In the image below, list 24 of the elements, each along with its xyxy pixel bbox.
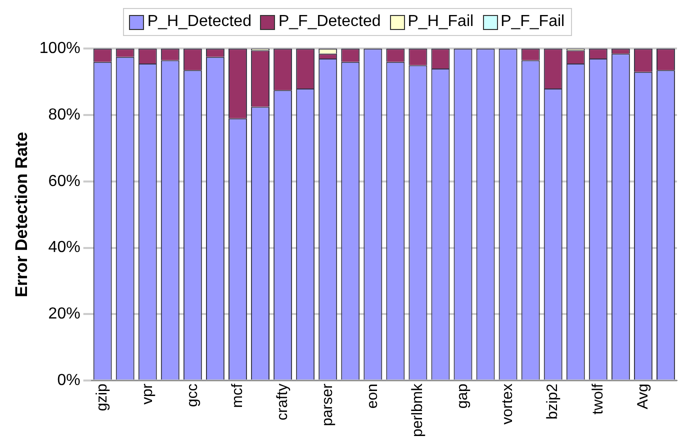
legend-label: P_F_Fail [500,13,565,31]
y-tick-label: 40% [48,239,80,256]
x-tick-label: vortex [499,383,516,425]
y-tick-label: 20% [48,306,80,323]
y-tick-label: 60% [48,172,80,190]
x-tick-label: bzip2 [544,384,562,420]
x-tick-label: gap [454,384,472,409]
legend-label: P_F_Detected [278,13,381,31]
x-tick-label: parser [318,384,336,426]
x-tick-label: perlbmk [409,383,426,438]
x-tick-label: mcf [228,382,246,408]
x-tick-label: vpr [138,384,156,404]
legend-label: P_H_Fail [408,13,474,31]
y-tick-label: 0% [57,372,80,390]
x-tick-label: eon [364,384,382,409]
x-tick-label: crafty [274,383,291,420]
x-tick-label: twolf [589,382,606,414]
legend-label: P_H_Detected [147,13,252,31]
y-axis-title: Error Detection Rate [12,132,31,298]
x-tick-label: gcc [184,383,201,407]
y-tick-label: 80% [48,106,80,124]
x-tick-label: Avg [634,384,652,410]
y-tick-label: 100% [39,40,80,58]
x-tick-label: gzip [94,384,111,412]
